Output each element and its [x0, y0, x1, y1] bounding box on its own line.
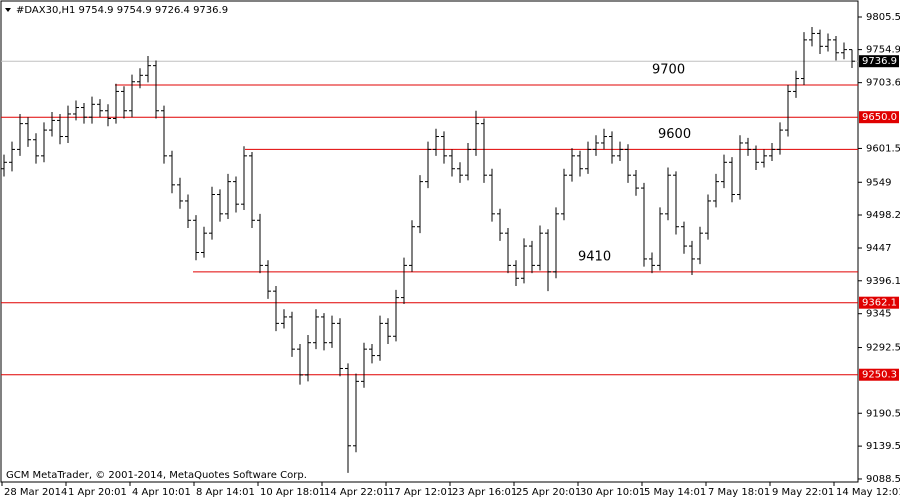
level-label: 9362.1 — [862, 298, 897, 309]
menu-arrow[interactable] — [5, 8, 11, 12]
chart-header: #DAX30,H1 9754.9 9754.9 9726.4 9736.9 — [16, 5, 228, 16]
y-tick-label: 9190.5 — [866, 408, 900, 419]
x-tick-label: 14 Apr 22:01 — [324, 487, 389, 498]
level-label-box — [859, 111, 899, 124]
x-tick-label: 1 Apr 20:01 — [68, 487, 127, 498]
level-label-box — [859, 296, 899, 309]
x-tick-label: 4 Apr 10:01 — [132, 487, 191, 498]
plot-frame — [0, 0, 859, 483]
current-price-box — [859, 55, 899, 68]
y-tick-label: 9703.6 — [866, 78, 900, 89]
x-tick-label: 7 May 18:01 — [708, 487, 770, 498]
x-tick-label: 30 Apr 10:01 — [580, 487, 645, 498]
x-tick-label: 25 Apr 20:01 — [516, 487, 581, 498]
level-label-box — [859, 368, 899, 381]
x-tick-label: 9 May 22:01 — [772, 487, 834, 498]
level-label: 9650.0 — [862, 112, 897, 123]
trend-level-label: 9600 — [658, 127, 691, 142]
y-tick-label: 9345 — [866, 309, 891, 320]
y-tick-label: 9292.5 — [866, 343, 900, 354]
y-tick-label: 9396.1 — [866, 276, 900, 287]
x-tick-label: 17 Apr 12:01 — [388, 487, 453, 498]
trend-level-label: 9700 — [652, 62, 685, 77]
y-tick-label: 9805.5 — [866, 12, 900, 23]
y-tick-label: 9088.5 — [866, 474, 900, 485]
y-tick-label: 9447 — [866, 243, 891, 254]
x-tick-label: 28 Mar 2014 — [4, 487, 67, 498]
x-tick-label: 5 May 14:01 — [644, 487, 706, 498]
y-tick-label: 9754.9 — [866, 45, 900, 56]
level-label: 9250.3 — [862, 370, 897, 381]
y-tick-label: 9549 — [866, 177, 891, 188]
trend-level-label: 9410 — [578, 249, 611, 264]
y-tick-label: 9139.5 — [866, 441, 900, 452]
copyright: GCM MetaTrader, © 2001-2014, MetaQuotes … — [6, 470, 307, 481]
x-tick-label: 23 Apr 16:01 — [452, 487, 517, 498]
y-tick-label: 9498.2 — [866, 210, 900, 221]
x-tick-label: 10 Apr 18:01 — [260, 487, 325, 498]
y-tick-label: 9601.5 — [866, 143, 900, 154]
current-price-label: 9736.9 — [862, 56, 897, 67]
x-tick-label: 14 May 12:01 — [836, 487, 900, 498]
x-tick-label: 8 Apr 14:01 — [196, 487, 255, 498]
